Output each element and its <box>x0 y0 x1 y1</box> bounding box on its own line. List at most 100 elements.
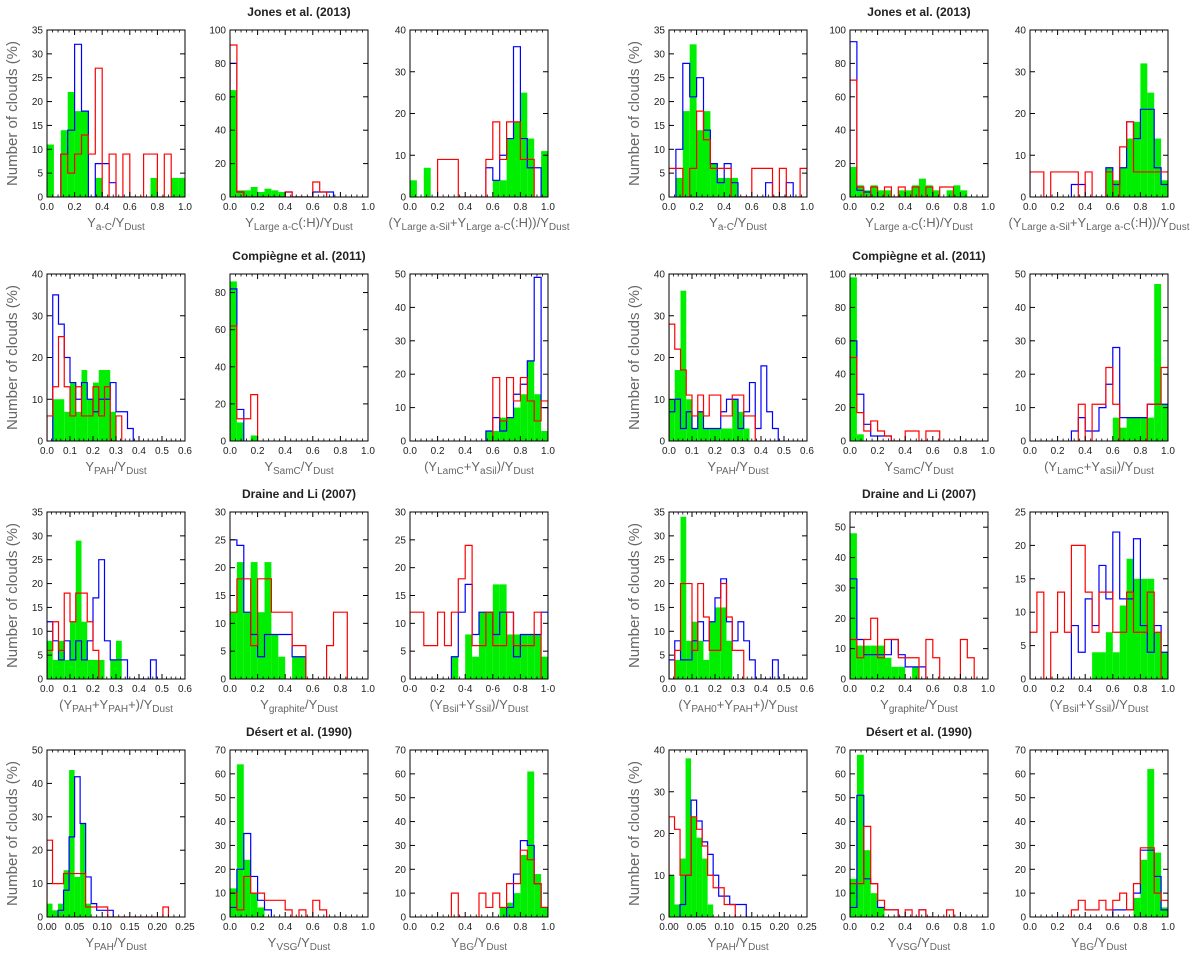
axes-frame <box>1029 511 1169 680</box>
x-tick-label: 0.8 <box>333 446 347 457</box>
x-axis-label: YVSG/YDust <box>888 935 951 953</box>
label-subscript: VSG <box>276 942 297 953</box>
green-bar <box>513 121 521 197</box>
x-axis-label: (YLamC+YaSil)/YDust <box>424 459 534 477</box>
blue-histogram-line <box>675 62 794 197</box>
label-subscript: Dust <box>777 704 798 715</box>
axes-frame <box>229 29 369 198</box>
axes-frame <box>1029 749 1169 918</box>
y-tick-label: 0 <box>840 193 846 204</box>
axes-frame <box>849 749 989 918</box>
y-tick-label: 0 <box>220 437 226 448</box>
x-tick-label: 0.2 <box>690 202 704 213</box>
label-text: +Y <box>1084 459 1101 474</box>
panel-right-3-0: 0.00 0.05 0.10 0.15 0.20 0.25 0 10 20 30 40 YPAH/YD… <box>626 746 817 953</box>
label-subscript: LamC <box>1057 466 1084 477</box>
plot-area <box>47 43 185 197</box>
x-tick-label: 0.8 <box>772 202 786 213</box>
panel-title: Draine and Li (2007) <box>242 487 356 501</box>
y-tick-label: 10 <box>654 395 666 406</box>
y-tick-label: 20 <box>1015 370 1027 381</box>
red-histogram-line <box>1070 847 1168 917</box>
label-text: )/Y <box>497 459 514 474</box>
x-tick-label: 1·0 <box>541 684 556 695</box>
green-bar <box>726 640 733 679</box>
panel-right-3-2: 0.0 0.2 0.4 0.6 0.8 1.0 0 10 20 30 40 50 60 70 YBG/YDu… <box>1015 746 1176 953</box>
y-tick-label: 0 <box>37 675 43 686</box>
blue-histogram-line <box>57 776 114 917</box>
x-tick-label: 0.5 <box>777 446 791 457</box>
label-subscript: PAH <box>72 704 92 715</box>
y-tick-label: 40 <box>835 553 847 564</box>
label-text: Y <box>245 215 254 230</box>
x-tick-label: 0.6 <box>486 202 500 213</box>
y-tick-label: 50 <box>32 746 44 757</box>
label-subscript: BG <box>460 942 475 953</box>
green-bar <box>691 816 697 917</box>
x-tick-label: 0.6 <box>1106 446 1120 457</box>
x-axis-label: (YLarge a-Sil+YLarge a-C(:H))/YDust <box>389 215 570 233</box>
green-bar <box>919 178 926 197</box>
green-bar <box>1126 417 1134 441</box>
green-bar <box>236 562 244 679</box>
green-bar <box>1161 180 1168 197</box>
y-tick-label: 40 <box>395 26 407 37</box>
green-bar <box>1126 558 1134 679</box>
plot-area <box>485 276 548 441</box>
x-tick-label: 0.0 <box>40 202 54 213</box>
x-tick-label: 0.4 <box>1078 202 1092 213</box>
x-tick-label: 0.0 <box>223 684 237 695</box>
label-subscript: Dust <box>152 704 173 715</box>
label-text: Y <box>87 215 96 230</box>
label-subscript: Dust <box>126 942 147 953</box>
label-text: (:H)/Y <box>918 215 952 230</box>
panel-title: Désert et al. (1990) <box>866 725 972 739</box>
y-tick-label: 20 <box>32 353 44 364</box>
axes-frame <box>849 511 989 680</box>
x-axis-label: Ya-C/YDust <box>87 215 145 233</box>
green-bar <box>465 634 473 679</box>
red-histogram-line <box>669 816 741 917</box>
label-subscript: graphite <box>269 704 306 715</box>
green-bar <box>703 111 711 197</box>
y-tick-label: 40 <box>395 303 407 314</box>
label-subscript: Dust <box>313 466 334 477</box>
x-tick-label: 0.0 <box>223 446 237 457</box>
green-bar <box>80 823 86 917</box>
x-axis-label: YVSG/YDust <box>268 935 331 953</box>
panel-right-2-0: 0.0 0.1 0.2 0.3 0.4 0.5 0.605101520253035(YPAH… <box>626 508 814 715</box>
x-tick-label: 0.6 <box>178 446 192 457</box>
y-tick-label: 20 <box>1015 541 1027 552</box>
label-subscript: SamC <box>893 466 921 477</box>
x-tick-label: 0.4 <box>898 922 912 933</box>
y-tick-label: 15 <box>215 591 227 602</box>
x-axis-label: YLarge a-C(:H)/YDust <box>245 215 353 233</box>
x-tick-label: 0·8 <box>513 684 528 695</box>
green-bar <box>110 659 116 679</box>
axes-frame <box>409 273 549 442</box>
y-tick-label: 30 <box>835 841 847 852</box>
label-text: /Y <box>921 459 934 474</box>
label-text: /Y <box>114 935 127 950</box>
label-subscript: Ssil <box>475 704 491 715</box>
x-tick-label: 0.6 <box>306 446 320 457</box>
label-subscript: SamC <box>273 466 301 477</box>
label-text: /Y <box>1094 935 1107 950</box>
y-tick-label: 30 <box>835 583 847 594</box>
y-tick-label: 10 <box>1015 151 1027 162</box>
green-bar <box>686 399 692 441</box>
green-bar <box>680 290 687 441</box>
x-tick-label: 1.0 <box>800 202 814 213</box>
x-tick-label: 0.8 <box>333 684 347 695</box>
green-bar <box>707 904 714 917</box>
x-tick-label: 0.4 <box>898 684 912 695</box>
green-bar <box>520 92 528 197</box>
y-tick-label: 20 <box>835 865 847 876</box>
green-bar <box>250 893 258 917</box>
red-histogram-line <box>492 376 548 441</box>
label-text: /Y <box>112 215 125 230</box>
green-bar <box>520 854 528 917</box>
plot-area <box>850 277 941 441</box>
label-subscript: aSil <box>480 466 497 477</box>
